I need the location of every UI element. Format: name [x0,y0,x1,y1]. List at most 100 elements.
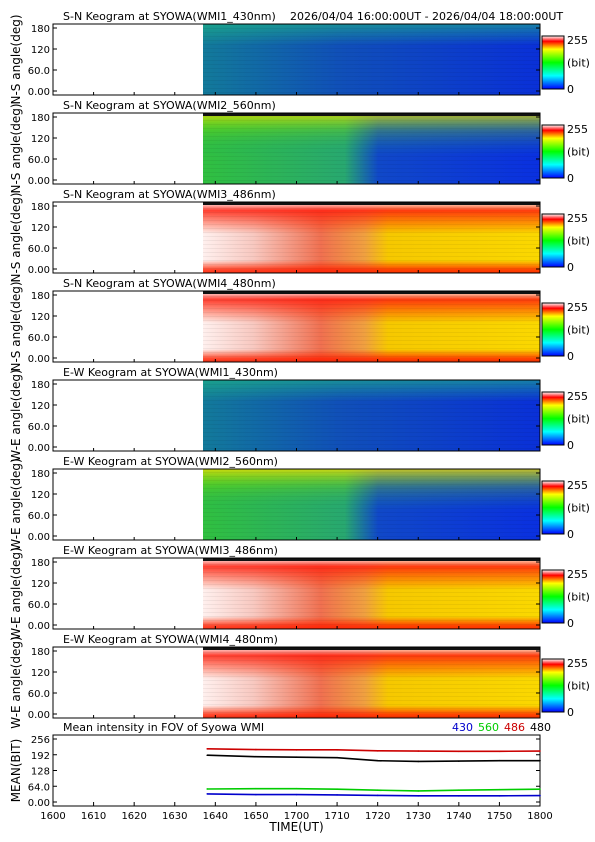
colorbar [541,35,565,90]
time-range: 2026/04/04 16:00:00UT - 2026/04/04 18:00… [290,10,563,23]
y-tick-label: 120 [31,312,50,323]
keogram-panel: E-W Keogram at SYOWA(WMI2_560nm) 180 120 60… [9,455,590,551]
keogram-edge [203,647,540,650]
colorbar-unit: (bit) [567,324,590,337]
legend-entry: 480 [530,721,551,734]
y-tick-label: 180 [31,380,50,391]
colorbar-min: 0 [567,528,574,541]
keogram-texture [203,202,540,273]
x-axis-label: TIME(UT) [268,820,323,834]
y-tick-label: 60.0 [28,66,50,77]
data-point [458,760,460,762]
colorbar-min: 0 [567,172,574,185]
y-tick-label: 0.00 [28,354,50,365]
series-line-430 [207,793,541,797]
x-tick-label: 1650 [243,811,268,822]
data-point [255,755,257,758]
panel-title: E-W Keogram at SYOWA(WMI3_486nm) [63,544,278,557]
y-axis-label: N-S angle(deg) [9,14,23,104]
colorbar-min: 0 [567,439,574,452]
y-tick-label: 180 [31,558,50,569]
y-tick-label: 0.00 [28,532,50,543]
y-tick-label: 60.0 [28,689,50,700]
data-point [376,750,379,752]
data-point [206,793,209,795]
y-axis-label: W-E angle(deg) [9,458,23,550]
y-tick-label: 120 [31,134,50,145]
y-axis-label: N-S angle(deg) [9,192,23,282]
y-tick-label: 0.00 [28,176,50,187]
x-tick-label: 1700 [284,811,309,822]
y-tick-label: 192 [31,751,50,762]
colorbar-unit: (bit) [567,235,590,248]
x-tick-label: 1750 [487,811,512,822]
colorbar [541,302,565,357]
keogram-texture [203,291,540,362]
data-point [539,750,541,752]
keogram-edge [203,202,540,205]
panel-title: S-N Keogram at SYOWA(WMI1_430nm) [63,10,276,23]
data-point [498,759,501,762]
keogram-edge [203,113,540,116]
panel-title: E-W Keogram at SYOWA(WMI2_560nm) [63,455,278,468]
colorbar [541,213,565,268]
colorbar-min: 0 [567,617,574,630]
data-point [458,750,460,753]
keogram-panel: E-W Keogram at SYOWA(WMI4_480nm) 180 120 60… [9,633,590,729]
data-point [498,788,501,791]
y-tick-label: 0.00 [28,443,50,454]
data-point [498,750,501,753]
data-point [336,794,338,796]
data-point [295,749,298,751]
panel-title: S-N Keogram at SYOWA(WMI3_486nm) [63,188,276,201]
colorbar-max: 255 [567,123,588,136]
colorbar-unit: (bit) [567,146,590,159]
data-point [336,788,338,791]
panel-title: E-W Keogram at SYOWA(WMI1_430nm) [63,366,278,379]
colorbar-min: 0 [567,83,574,96]
y-tick-label: 180 [31,24,50,35]
y-tick-label: 60.0 [28,333,50,344]
y-tick-label: 180 [31,113,50,124]
data-point [295,787,298,790]
data-point [376,794,379,797]
colorbar-max: 255 [567,568,588,581]
data-point [458,795,460,797]
data-point [295,793,298,796]
keogram-panel: S-N Keogram at SYOWA(WMI2_560nm) 180 120 60… [9,99,590,194]
data-point [417,795,420,797]
chart-title: Mean intensity in FOV of Syowa WMI [63,721,264,734]
data-point [255,748,257,751]
y-axis-label: MEAN(BIT) [9,739,23,803]
colorbar-max: 255 [567,212,588,225]
y-tick-label: 120 [31,401,50,412]
colorbar-max: 255 [567,34,588,47]
data-point [206,788,209,790]
x-tick-label: 1610 [81,811,106,822]
keogram-texture [203,647,540,718]
keogram-panel: E-W Keogram at SYOWA(WMI3_486nm) 180 120 60… [9,544,590,640]
x-tick-label: 1730 [406,811,431,822]
x-tick-label: 1620 [121,811,146,822]
data-point [539,794,541,797]
data-point [539,788,541,791]
x-tick-label: 1600 [40,811,65,822]
data-point [417,750,420,752]
keogram-edge [203,291,540,294]
colorbar-max: 255 [567,390,588,403]
colorbar-unit: (bit) [567,413,590,426]
data-point [458,789,460,791]
data-point [336,756,338,759]
colorbar [541,124,565,179]
y-tick-label: 120 [31,45,50,56]
colorbar-max: 255 [567,657,588,670]
panel-title: E-W Keogram at SYOWA(WMI4_480nm) [63,633,278,646]
y-tick-label: 64.0 [28,782,50,793]
colorbar-unit: (bit) [567,57,590,70]
legend-entry: 560 [478,721,499,734]
data-point [295,756,298,759]
y-tick-label: 0.00 [28,710,50,721]
colorbar [541,569,565,624]
y-tick-label: 0.00 [28,621,50,632]
y-tick-label: 60.0 [28,511,50,522]
